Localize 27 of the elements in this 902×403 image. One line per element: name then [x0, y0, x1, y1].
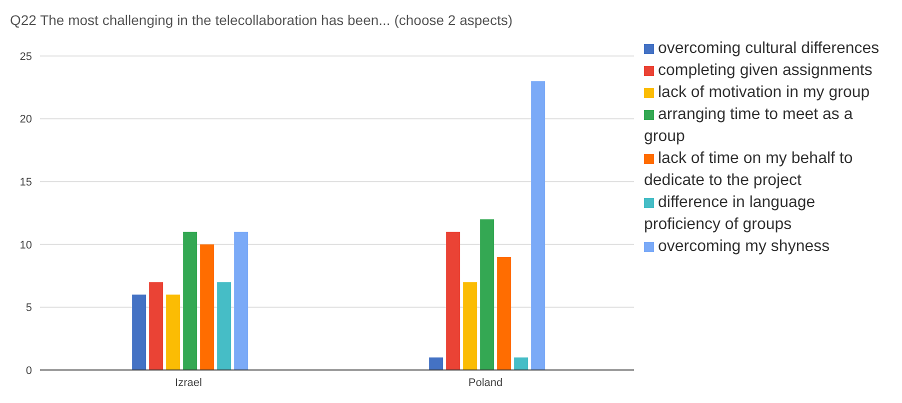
bar [446, 232, 460, 370]
y-tick-label: 0 [26, 364, 32, 377]
bar [497, 256, 512, 370]
legend-label: completing given assignments [658, 62, 872, 79]
y-tick-label: 10 [20, 239, 32, 252]
y-tick-label: 15 [20, 176, 32, 189]
chart-title: Q22 The most challenging in the telecollaboration has been... (choose 2 aspects) [9, 11, 514, 30]
x-tick-label: Poland [468, 376, 503, 389]
x-tick-label: Izrael [175, 376, 202, 389]
bar [200, 244, 214, 370]
legend-label: overcoming cultural differences [658, 40, 880, 57]
bar [132, 294, 146, 370]
bar [166, 294, 180, 370]
bar [234, 232, 248, 370]
bar [183, 232, 198, 370]
bar [480, 219, 494, 370]
bar [514, 357, 528, 370]
bar [217, 282, 232, 370]
bar [463, 282, 478, 370]
bar [531, 81, 546, 370]
legend-label: lack of motivation in my group [658, 84, 870, 101]
y-tick-label: 5 [26, 302, 32, 314]
bar [149, 282, 164, 370]
legend-label: overcoming my shyness [658, 238, 830, 255]
bar [429, 357, 444, 370]
y-tick-label: 25 [20, 50, 32, 63]
y-tick-label: 20 [20, 114, 32, 126]
